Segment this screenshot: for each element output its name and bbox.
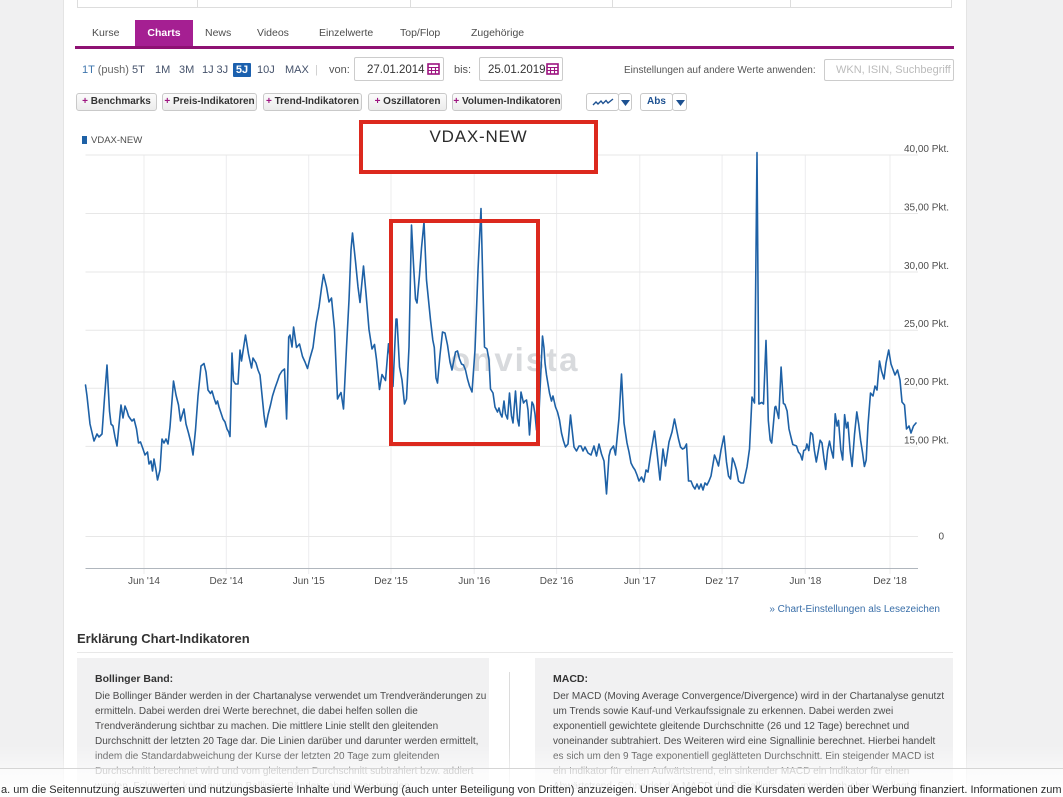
svg-text:15,00 Pkt.: 15,00 Pkt.	[904, 435, 949, 446]
svg-text:25,00 Pkt.: 25,00 Pkt.	[904, 319, 949, 330]
svg-text:35,00 Pkt.: 35,00 Pkt.	[904, 203, 949, 214]
svg-text:0: 0	[938, 532, 944, 543]
svg-text:Jun '18: Jun '18	[789, 576, 821, 587]
svg-text:Dez '18: Dez '18	[873, 576, 907, 587]
svg-text:40,00 Pkt.: 40,00 Pkt.	[904, 144, 949, 155]
svg-text:Jun '16: Jun '16	[458, 576, 490, 587]
svg-text:Jun '15: Jun '15	[293, 576, 325, 587]
svg-text:30,00 Pkt.: 30,00 Pkt.	[904, 261, 949, 272]
svg-text:Dez '14: Dez '14	[210, 576, 244, 587]
svg-text:Jun '14: Jun '14	[128, 576, 160, 587]
svg-text:Jun '17: Jun '17	[624, 576, 656, 587]
svg-text:20,00 Pkt.: 20,00 Pkt.	[904, 377, 949, 388]
svg-text:Dez '16: Dez '16	[540, 576, 574, 587]
svg-text:Dez '17: Dez '17	[705, 576, 739, 587]
svg-text:Dez '15: Dez '15	[374, 576, 408, 587]
